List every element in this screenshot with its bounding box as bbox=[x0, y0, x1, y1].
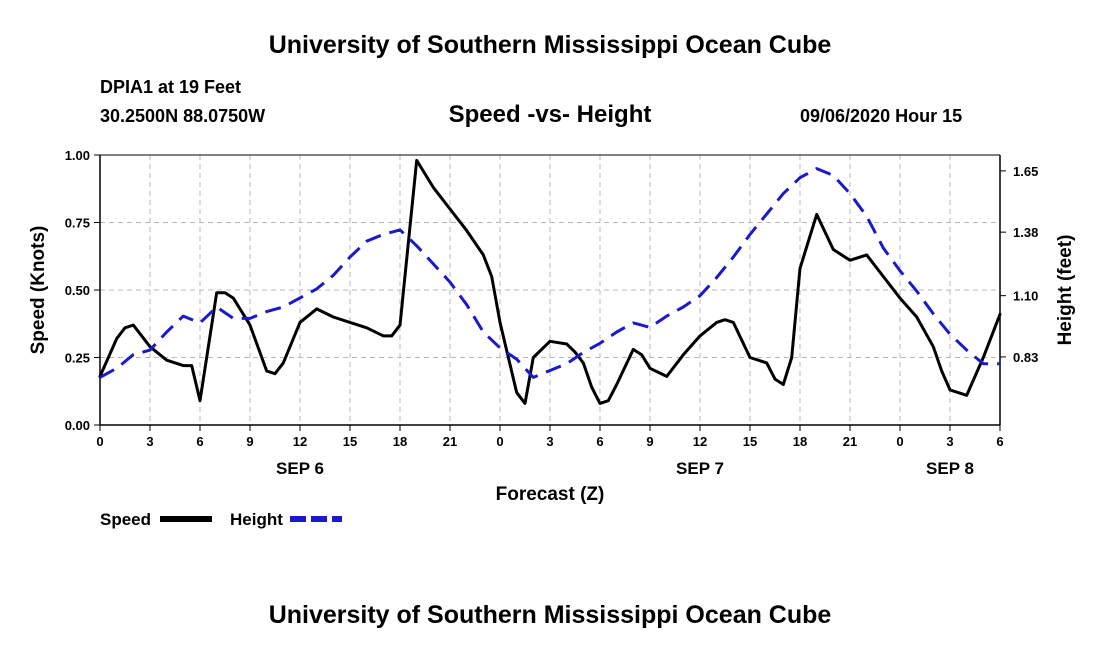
y-axis-title: Speed (Knots) bbox=[28, 226, 49, 355]
legend-label-speed: Speed bbox=[100, 510, 151, 529]
y2-tick-label: 0.83 bbox=[1013, 350, 1038, 365]
chart-page-title: University of Southern Mississippi Ocean… bbox=[268, 31, 832, 59]
y-tick-label: 0.50 bbox=[65, 283, 90, 298]
forecast-datetime: 09/06/2020 Hour 15 bbox=[800, 106, 963, 126]
x-tick-label: 6 bbox=[996, 434, 1003, 449]
x-tick-label: 12 bbox=[293, 434, 307, 449]
y2-tick-label: 1.38 bbox=[1013, 225, 1038, 240]
day-label: SEP 8 bbox=[926, 459, 974, 478]
x-tick-label: 6 bbox=[596, 434, 603, 449]
day-label: SEP 6 bbox=[276, 459, 324, 478]
height-series-line bbox=[99, 167, 1000, 379]
x-tick-label: 0 bbox=[496, 434, 503, 449]
x-tick-label: 12 bbox=[693, 434, 707, 449]
x-tick-label: 21 bbox=[843, 434, 857, 449]
chart-subtitle: Speed -vs- Height bbox=[448, 101, 652, 128]
x-axis-title: Forecast (Z) bbox=[496, 484, 605, 505]
x-tick-label: 18 bbox=[793, 434, 807, 449]
x-tick-label: 18 bbox=[393, 434, 407, 449]
station-name: DPIA1 at 19 Feet bbox=[100, 77, 242, 97]
legend-label-height: Height bbox=[230, 510, 283, 529]
x-tick-label: 3 bbox=[146, 434, 153, 449]
x-tick-label: 9 bbox=[646, 434, 653, 449]
station-coordinates: 30.2500N 88.0750W bbox=[100, 106, 266, 126]
x-tick-label: 9 bbox=[246, 434, 253, 449]
x-tick-label: 3 bbox=[546, 434, 553, 449]
y-tick-label: 0.75 bbox=[65, 216, 90, 231]
x-tick-label: 3 bbox=[946, 434, 953, 449]
y2-tick-label: 1.65 bbox=[1013, 164, 1038, 179]
x-tick-label: 0 bbox=[896, 434, 903, 449]
day-label: SEP 7 bbox=[676, 459, 724, 478]
y2-axis-title: Height (feet) bbox=[1055, 235, 1076, 346]
y-tick-label: 0.00 bbox=[65, 418, 90, 433]
y-tick-label: 1.00 bbox=[65, 148, 90, 163]
speed-series-line bbox=[98, 158, 1002, 405]
x-tick-label: 21 bbox=[443, 434, 457, 449]
y-tick-label: 0.25 bbox=[65, 351, 90, 366]
x-tick-label: 15 bbox=[743, 434, 757, 449]
x-tick-label: 0 bbox=[96, 434, 103, 449]
y2-tick-label: 1.10 bbox=[1013, 289, 1038, 304]
x-tick-label: 6 bbox=[196, 434, 203, 449]
chart-footer-title: University of Southern Mississippi Ocean… bbox=[268, 601, 832, 629]
x-tick-label: 15 bbox=[343, 434, 357, 449]
